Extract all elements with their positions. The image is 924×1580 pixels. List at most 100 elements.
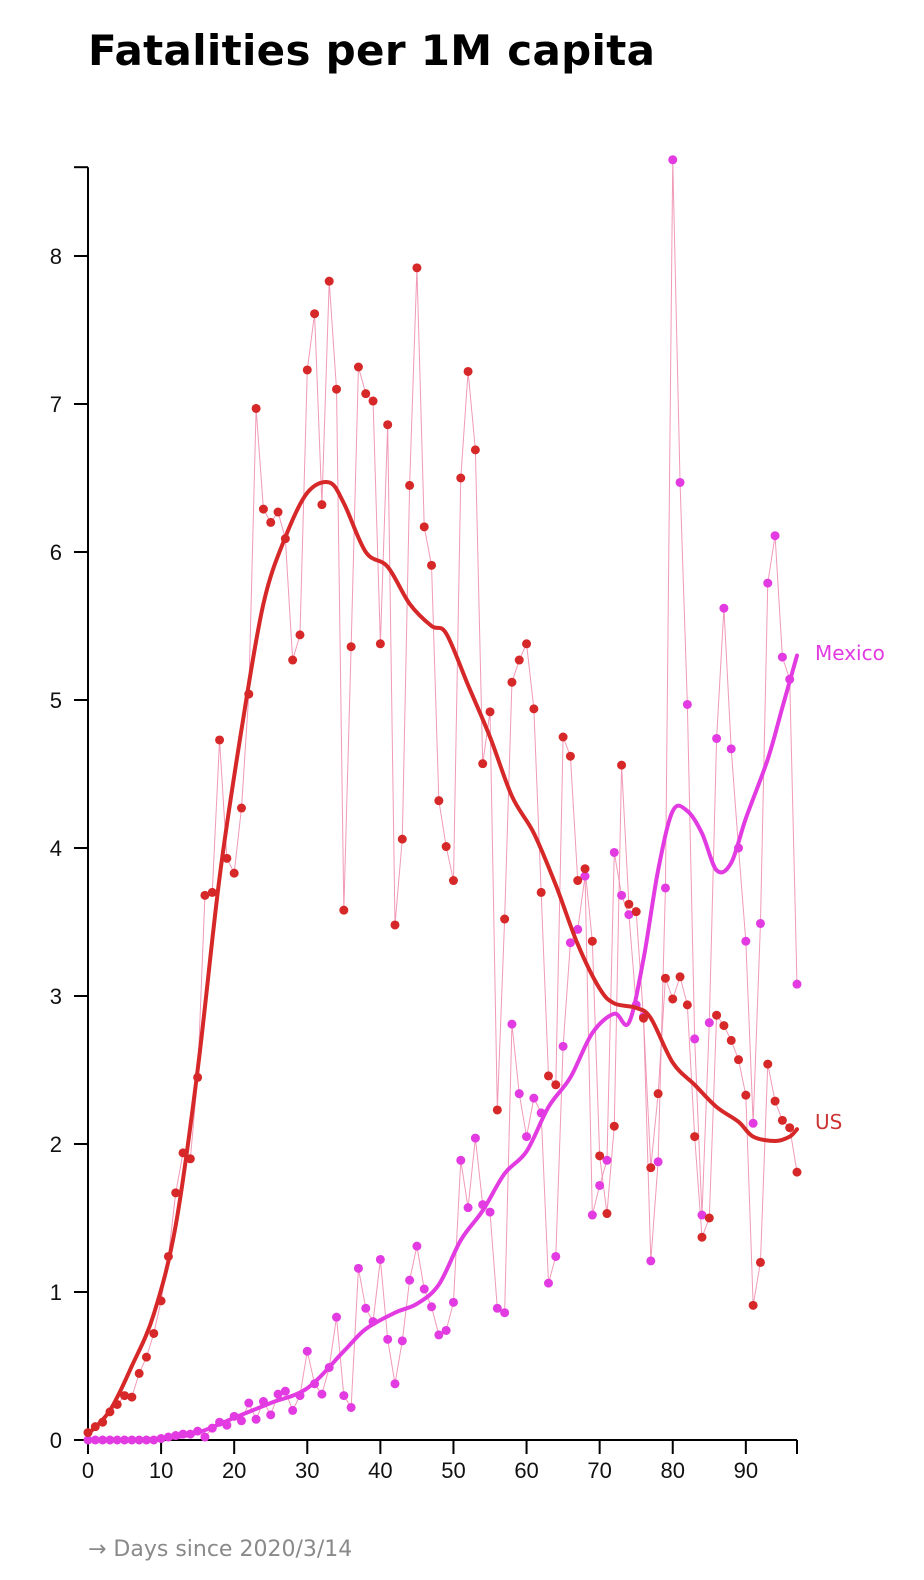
us-point-88 — [726, 1035, 736, 1045]
us-point-25 — [266, 517, 276, 527]
us-point-40 — [375, 639, 385, 649]
mexico-point-71 — [602, 1155, 612, 1165]
mexico-point-26 — [273, 1389, 283, 1399]
mexico-point-92 — [755, 918, 765, 928]
us-point-64 — [551, 1080, 561, 1090]
us-point-44 — [405, 480, 415, 490]
us-point-50 — [448, 876, 458, 886]
mexico-point-28 — [288, 1405, 298, 1415]
mexico-point-58 — [507, 1019, 517, 1029]
mexico-point-77 — [646, 1256, 656, 1266]
mexico-point-27 — [280, 1386, 290, 1396]
mexico-point-46 — [419, 1284, 429, 1294]
us-point-7 — [134, 1368, 144, 1378]
us-point-96 — [785, 1123, 795, 1133]
mexico-point-84 — [697, 1210, 707, 1220]
us-point-94 — [770, 1096, 780, 1106]
us-point-90 — [741, 1090, 751, 1100]
us-point-23 — [251, 403, 261, 413]
us-point-82 — [682, 1000, 692, 1010]
y-tick-label: 7 — [50, 392, 62, 417]
mexico-point-30 — [302, 1346, 312, 1356]
mexico-point-90 — [741, 936, 751, 946]
us-point-66 — [565, 751, 575, 761]
us-point-91 — [748, 1300, 758, 1310]
mexico-point-65 — [558, 1041, 568, 1051]
y-tick-label: 8 — [50, 244, 62, 269]
us-point-76 — [639, 1013, 649, 1023]
us-point-97 — [792, 1167, 802, 1177]
y-tick-label: 0 — [50, 1428, 62, 1453]
us-point-79 — [660, 973, 670, 983]
us-point-84 — [697, 1232, 707, 1242]
mexico-point-49 — [441, 1325, 451, 1335]
us-point-85 — [704, 1213, 714, 1223]
mexico-point-16 — [200, 1432, 210, 1442]
us-point-75 — [631, 907, 641, 917]
mexico-point-68 — [580, 871, 590, 881]
mexico-point-66 — [565, 938, 575, 948]
us-point-12 — [171, 1188, 181, 1198]
mexico-point-93 — [763, 578, 773, 588]
mexico-point-60 — [522, 1132, 532, 1142]
mexico-point-43 — [397, 1336, 407, 1346]
mexico-point-69 — [587, 1210, 597, 1220]
us-point-29 — [295, 630, 305, 640]
us-point-8 — [141, 1352, 151, 1362]
mexico-point-37 — [353, 1263, 363, 1273]
us-point-42 — [390, 920, 400, 930]
mexico-point-78 — [653, 1157, 663, 1167]
mexico-point-80 — [668, 155, 678, 165]
mexico-point-88 — [726, 744, 736, 754]
us-point-78 — [653, 1089, 663, 1099]
mexico-point-81 — [675, 477, 685, 487]
x-tick-label: 50 — [441, 1458, 465, 1483]
us-point-61 — [529, 704, 539, 714]
x-tick-label: 80 — [661, 1458, 685, 1483]
us-point-70 — [595, 1151, 605, 1161]
mexico-point-72 — [609, 847, 619, 857]
us-point-9 — [149, 1328, 159, 1338]
y-tick-label: 1 — [50, 1280, 62, 1305]
x-tick-label: 60 — [514, 1458, 538, 1483]
us-point-56 — [492, 1105, 502, 1115]
mexico-point-73 — [617, 890, 627, 900]
us-point-26 — [273, 507, 283, 517]
us-point-43 — [397, 834, 407, 844]
us-point-81 — [675, 972, 685, 982]
x-tick-label: 20 — [222, 1458, 246, 1483]
us-point-57 — [500, 914, 510, 924]
us-point-36 — [346, 642, 356, 652]
x-tick-label: 90 — [734, 1458, 758, 1483]
mexico-point-97 — [792, 979, 802, 989]
mexico-point-41 — [383, 1334, 393, 1344]
mexico-point-61 — [529, 1093, 539, 1103]
mexico-point-22 — [244, 1398, 254, 1408]
us-point-77 — [646, 1163, 656, 1173]
us-point-65 — [558, 732, 568, 742]
us-trend-line — [86, 480, 799, 1437]
mexico-point-50 — [448, 1297, 458, 1307]
x-axis-label: → Days since 2020/3/14 — [88, 1537, 352, 1562]
us-point-63 — [543, 1071, 553, 1081]
y-tick-label: 5 — [50, 688, 62, 713]
us-point-80 — [668, 994, 678, 1004]
us-point-21 — [236, 803, 246, 813]
mexico-point-25 — [266, 1410, 276, 1420]
mexico-point-36 — [346, 1402, 356, 1412]
us-point-18 — [215, 735, 225, 745]
mexico-point-91 — [748, 1118, 758, 1128]
y-tick-label: 2 — [50, 1132, 62, 1157]
x-tick-label: 40 — [368, 1458, 392, 1483]
mexico-point-47 — [427, 1302, 437, 1312]
us-point-60 — [522, 639, 532, 649]
y-tick-label: 3 — [50, 984, 62, 1009]
us-point-95 — [777, 1115, 787, 1125]
mexico-point-23 — [251, 1414, 261, 1424]
us-point-55 — [485, 707, 495, 717]
mexico-point-94 — [770, 531, 780, 541]
us-point-30 — [302, 365, 312, 375]
us-point-33 — [324, 276, 334, 286]
mexico-point-83 — [690, 1034, 700, 1044]
mexico-point-42 — [390, 1379, 400, 1389]
